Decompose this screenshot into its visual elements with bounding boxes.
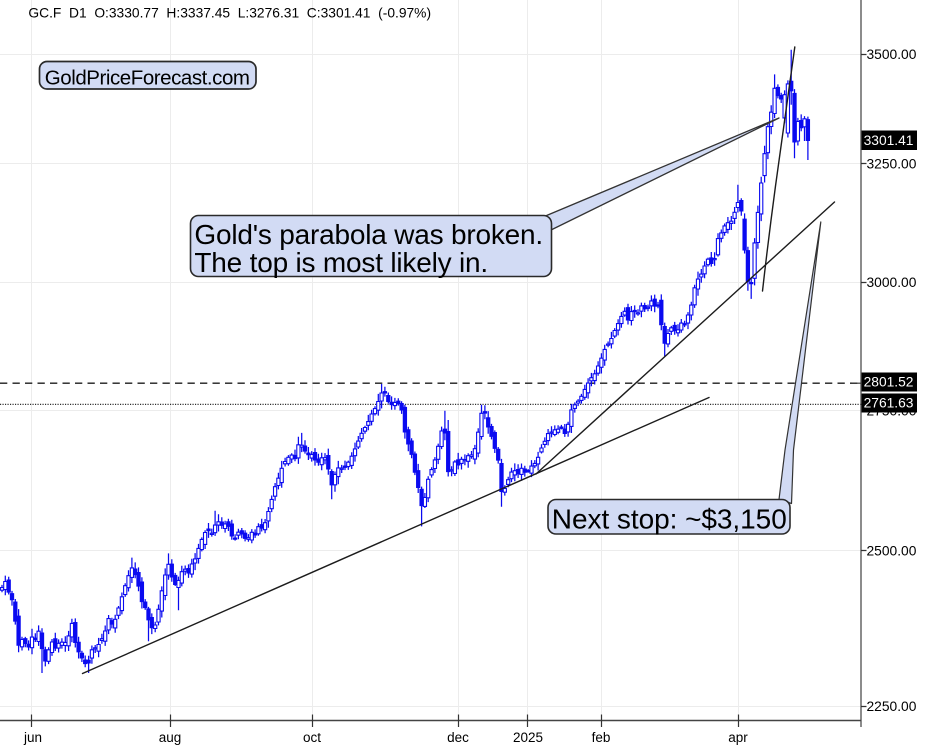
svg-text:dec: dec [447,730,469,745]
svg-text:2025: 2025 [513,730,543,745]
svg-text:Gold's parabola was broken.: Gold's parabola was broken. [194,219,543,250]
svg-text:3000.00: 3000.00 [867,275,917,290]
svg-text:GC.F D1 O:3330.77 H:3337.45: GC.F D1 O:3330.77 H:3337.45 L:3276.31 C:… [28,5,431,20]
svg-text:3500.00: 3500.00 [867,47,917,62]
svg-text:The top is most likely in.: The top is most likely in. [194,247,488,278]
svg-text:3301.41: 3301.41 [864,133,914,148]
svg-text:2250.00: 2250.00 [867,699,917,714]
svg-text:2500.00: 2500.00 [867,543,917,558]
svg-text:jun: jun [23,730,42,745]
svg-text:2761.63: 2761.63 [864,396,914,411]
svg-text:oct: oct [303,730,321,745]
svg-text:aug: aug [159,730,182,745]
svg-text:feb: feb [592,730,611,745]
svg-text:2801.52: 2801.52 [864,375,914,390]
svg-text:apr: apr [728,730,748,745]
svg-text:GoldPriceForecast.com: GoldPriceForecast.com [45,67,250,90]
svg-text:3250.00: 3250.00 [867,157,917,172]
svg-text:Next stop: ~$3,150: Next stop: ~$3,150 [552,504,787,535]
